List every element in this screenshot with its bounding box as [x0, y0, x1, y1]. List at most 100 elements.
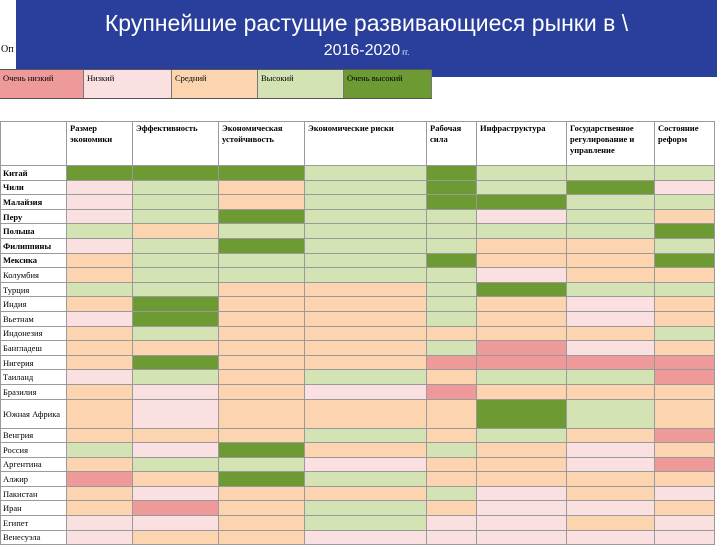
rating-cell — [66, 500, 133, 517]
rating-cell — [132, 340, 219, 356]
rating-cell — [476, 427, 567, 444]
country-name: Польша — [0, 223, 67, 239]
rating-cell — [218, 208, 305, 225]
rating-cell — [304, 485, 427, 502]
table-row: Малайзия — [0, 194, 715, 210]
country-name: Венесуэла — [0, 529, 67, 545]
rating-cell — [426, 252, 477, 269]
rating-cell — [426, 281, 477, 298]
rating-cell — [476, 529, 567, 545]
table-row: Китай — [0, 165, 715, 181]
table-row: Россия — [0, 442, 715, 458]
rating-cell — [304, 165, 427, 181]
rating-cell — [566, 340, 655, 356]
rating-cell — [132, 456, 219, 473]
rating-cell — [566, 485, 655, 502]
rating-cell — [566, 398, 655, 429]
rating-cell — [654, 515, 715, 531]
rating-cell — [654, 340, 715, 356]
rating-cell — [476, 383, 567, 400]
title-years: 2016-2020 — [323, 42, 401, 59]
rating-cell — [654, 383, 715, 400]
country-name: Иран — [0, 500, 67, 517]
rating-cell — [426, 165, 477, 181]
rating-cell — [476, 369, 567, 385]
rating-cell — [66, 325, 133, 342]
rating-cell — [654, 252, 715, 269]
rating-cell — [304, 281, 427, 298]
rating-cell — [132, 485, 219, 502]
rating-cell — [566, 296, 655, 312]
country-name: Бангладеш — [0, 340, 67, 356]
slide-title: Крупнейшие растущие развивающиеся рынки … — [16, 0, 717, 77]
rating-cell — [566, 383, 655, 400]
legend-item: Средний — [172, 70, 258, 98]
rating-cell — [476, 354, 567, 371]
rating-cell — [66, 427, 133, 444]
country-name: Китай — [0, 165, 67, 181]
rating-cell — [426, 208, 477, 225]
rating-cell — [304, 427, 427, 444]
rating-cell — [218, 442, 305, 458]
country-name: Чили — [0, 179, 67, 196]
table-row: Бангладеш — [0, 340, 715, 356]
table-row: Мексика — [0, 252, 715, 269]
country-name: Алжир — [0, 471, 67, 487]
country-name: Турция — [0, 281, 67, 298]
rating-cell — [566, 354, 655, 371]
country-name: Нигерия — [0, 354, 67, 371]
rating-cell — [426, 515, 477, 531]
rating-cell — [304, 340, 427, 356]
table-row: Турция — [0, 281, 715, 298]
rating-cell — [218, 223, 305, 239]
rating-cell — [66, 179, 133, 196]
rating-cell — [476, 515, 567, 531]
rating-cell — [304, 237, 427, 254]
rating-cell — [566, 310, 655, 327]
rating-cell — [476, 500, 567, 517]
country-name: Вьетнам — [0, 310, 67, 327]
rating-cell — [132, 354, 219, 371]
title-line-1: Крупнейшие растущие развивающиеся рынки … — [104, 10, 629, 36]
rating-cell — [304, 354, 427, 371]
rating-cell — [426, 398, 477, 429]
rating-cell — [132, 267, 219, 283]
rating-cell — [218, 179, 305, 196]
rating-cell — [566, 471, 655, 487]
table-row: Индонезия — [0, 325, 715, 342]
rating-cell — [654, 325, 715, 342]
column-header: Эффективность — [132, 121, 219, 166]
rating-cell — [304, 515, 427, 531]
rating-cell — [426, 237, 477, 254]
header-corner — [0, 121, 67, 166]
rating-cell — [476, 442, 567, 458]
rating-cell — [66, 369, 133, 385]
rating-cell — [476, 237, 567, 254]
rating-cell — [476, 325, 567, 342]
rating-cell — [566, 500, 655, 517]
rating-cell — [304, 252, 427, 269]
column-header: Экономическая устойчивость — [218, 121, 305, 166]
rating-cell — [66, 398, 133, 429]
country-name: Перу — [0, 208, 67, 225]
legend-item: Очень высокий — [344, 70, 432, 98]
rating-cell — [66, 223, 133, 239]
rating-cell — [66, 485, 133, 502]
table-row: Венгрия — [0, 427, 715, 444]
country-name: Египет — [0, 515, 67, 531]
table-row: Таиланд — [0, 369, 715, 385]
rating-cell — [132, 208, 219, 225]
table-row: Аргентина — [0, 456, 715, 473]
rating-cell — [654, 194, 715, 210]
rating-cell — [132, 296, 219, 312]
rating-cell — [654, 237, 715, 254]
table-row: Индия — [0, 296, 715, 312]
country-name: Индия — [0, 296, 67, 312]
rating-cell — [426, 427, 477, 444]
rating-cell — [218, 383, 305, 400]
rating-cell — [476, 208, 567, 225]
rating-cell — [218, 252, 305, 269]
country-name: Мексика — [0, 252, 67, 269]
rating-cell — [218, 369, 305, 385]
rating-cell — [218, 427, 305, 444]
